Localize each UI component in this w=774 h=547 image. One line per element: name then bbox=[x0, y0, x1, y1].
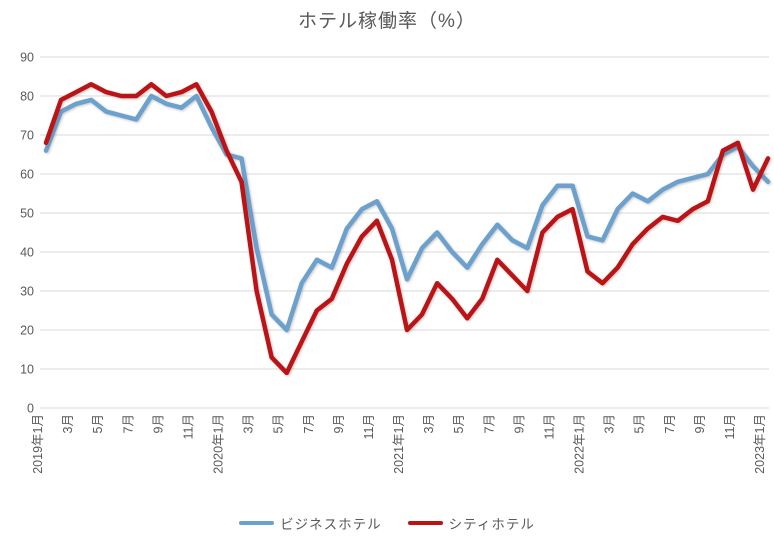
x-axis-tick-label: 3月 bbox=[61, 414, 75, 433]
x-axis-tick-label: 3月 bbox=[242, 414, 256, 433]
series-line-city-hotel bbox=[43, 82, 771, 376]
x-axis-tick-label: 7月 bbox=[121, 414, 135, 433]
legend-label-city-hotel: シティホテル bbox=[448, 517, 535, 532]
y-axis-tick-label: 40 bbox=[20, 246, 34, 260]
x-axis-tick-label: 2021年1月 bbox=[392, 414, 406, 474]
x-axis-tick-label: 3月 bbox=[603, 414, 617, 433]
y-axis-tick-label: 70 bbox=[20, 129, 34, 143]
x-axis-tick-label: 2019年1月 bbox=[31, 414, 45, 474]
chart-title: ホテル稼働率（%） bbox=[298, 11, 476, 32]
y-axis-tick-label: 60 bbox=[20, 168, 34, 182]
y-axis-tick-label: 10 bbox=[20, 363, 34, 377]
y-axis-tick-label: 30 bbox=[20, 285, 34, 299]
x-axis-tick-label: 2023年1月 bbox=[753, 414, 767, 474]
y-axis-tick-label: 20 bbox=[20, 324, 34, 338]
x-axis-tick-label: 11月 bbox=[723, 414, 737, 439]
series-line-business-hotel bbox=[43, 93, 771, 333]
x-axis-tick-label: 11月 bbox=[181, 414, 195, 439]
legend-item-business-hotel: ビジネスホテル bbox=[239, 513, 382, 533]
x-axis-tick-label: 5月 bbox=[452, 414, 466, 433]
x-axis-tick-label: 2020年1月 bbox=[212, 414, 226, 474]
x-axis-tick-label: 11月 bbox=[542, 414, 556, 439]
x-axis-tick-label: 11月 bbox=[362, 414, 376, 439]
y-axis-tick-label: 90 bbox=[20, 51, 34, 65]
y-axis-tick-label: 80 bbox=[20, 90, 34, 104]
x-axis-tick-label: 5月 bbox=[91, 414, 105, 433]
x-axis-tick-label: 7月 bbox=[663, 414, 677, 433]
x-axis-tick-label: 7月 bbox=[482, 414, 496, 433]
x-axis-tick-label: 5月 bbox=[633, 414, 647, 433]
series-lines bbox=[43, 82, 771, 376]
y-axis-labels: 0 10 20 30 40 50 60 70 80 90 bbox=[20, 51, 34, 416]
y-axis-tick-label: 50 bbox=[20, 207, 34, 221]
x-axis-tick-label: 9月 bbox=[151, 414, 165, 433]
legend-label-business-hotel: ビジネスホテル bbox=[280, 517, 382, 532]
legend-swatch-business-hotel-icon bbox=[239, 520, 275, 526]
x-axis-tick-label: 5月 bbox=[272, 414, 286, 433]
x-axis-tick-label: 9月 bbox=[512, 414, 526, 433]
x-axis-tick-label: 9月 bbox=[332, 414, 346, 433]
y-axis-tick-label: 0 bbox=[27, 402, 34, 416]
x-axis-labels: 2019年1月 3月 5月 7月 9月 11月 2020年1月 3月 5月 7月 9月 11月 2021… bbox=[31, 414, 767, 474]
gridlines bbox=[40, 56, 769, 409]
legend-item-city-hotel: シティホテル bbox=[407, 513, 535, 533]
x-axis-tick-label: 3月 bbox=[422, 414, 436, 433]
x-axis-tick-label: 2022年1月 bbox=[573, 414, 587, 474]
x-axis-tick-label: 9月 bbox=[693, 414, 707, 433]
legend: ビジネスホテル シティホテル bbox=[0, 513, 774, 533]
legend-swatch-city-hotel-icon bbox=[407, 520, 443, 526]
x-axis-tick-label: 7月 bbox=[302, 414, 316, 433]
